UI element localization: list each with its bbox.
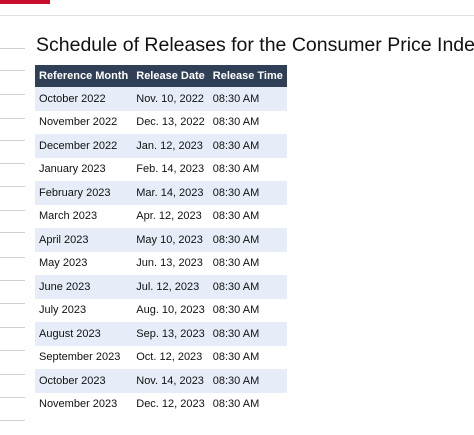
sidebar-item	[0, 118, 25, 119]
table-cell: Nov. 14, 2023	[132, 369, 209, 393]
table-cell: Jul. 12, 2023	[132, 275, 209, 299]
table-cell: July 2023	[39, 304, 87, 317]
table-cell: 08:30 AM	[208, 322, 287, 346]
logo[interactable]	[0, 0, 50, 4]
sidebar-item	[0, 163, 25, 164]
sidebar-item	[0, 232, 25, 233]
table-row: December 2022 Jan. 12, 2023 08:30 AM	[35, 134, 287, 158]
table-cell: Oct. 12, 2023	[136, 351, 203, 364]
table-cell: Jun. 13, 2023	[136, 257, 203, 270]
table-row: October 2022 Nov. 10, 2022 08:30 AM	[35, 87, 287, 111]
table-cell: October 2022	[35, 87, 133, 111]
table-cell: Sep. 13, 2023	[132, 322, 209, 346]
sidebar-item	[0, 210, 25, 211]
header-divider	[0, 15, 474, 16]
sidebar-item	[0, 350, 25, 351]
table-row: March 2023 Apr. 12, 2023 08:30 AM	[35, 205, 287, 229]
table-cell: January 2023	[39, 163, 106, 176]
table-row: November 2022 Dec. 13, 2022 08:30 AM	[35, 111, 287, 135]
table-cell: Dec. 13, 2022	[136, 116, 205, 129]
sidebar-item	[0, 48, 25, 49]
table-cell: May 10, 2023	[132, 228, 209, 252]
sidebar-item	[0, 303, 25, 304]
table-row: May 2023 Jun. 13, 2023 08:30 AM	[35, 252, 287, 276]
table-row: June 2023 Jul. 12, 2023 08:30 AM	[35, 275, 287, 299]
table-cell: 08:30 AM	[208, 275, 287, 299]
table-row: November 2023 Dec. 12, 2023 08:30 AM	[35, 393, 287, 417]
sidebar-item	[0, 374, 25, 375]
table-cell: 08:30 AM	[212, 257, 260, 270]
table-cell: Dec. 12, 2023	[136, 398, 205, 411]
table-cell: Aug. 10, 2023	[136, 304, 205, 317]
column-header: Release Date	[132, 65, 209, 87]
table-cell: Feb. 14, 2023	[136, 163, 205, 176]
table-cell: October 2023	[35, 369, 133, 393]
table-cell: November 2023	[39, 398, 118, 411]
table-cell: Mar. 14, 2023	[132, 181, 209, 205]
table-row: August 2023 Sep. 13, 2023 08:30 AM	[35, 322, 287, 346]
table-cell: 08:30 AM	[208, 134, 287, 158]
table-cell: June 2023	[35, 275, 133, 299]
sidebar-item	[0, 140, 25, 141]
sidebar-item	[0, 186, 25, 187]
table-row: October 2023 Nov. 14, 2023 08:30 AM	[35, 369, 287, 393]
table-cell: December 2022	[35, 134, 133, 158]
table-cell: February 2023	[35, 181, 133, 205]
table-cell: 08:30 AM	[208, 228, 287, 252]
table-cell: Nov. 10, 2022	[132, 87, 209, 111]
table-cell: March 2023	[39, 210, 98, 223]
page-title: Schedule of Releases for the Consumer Pr…	[36, 34, 474, 56]
sidebar-item	[0, 420, 25, 421]
table-cell: 08:30 AM	[212, 351, 260, 364]
sidebar-item	[0, 257, 25, 258]
table-cell: 08:30 AM	[208, 181, 287, 205]
table-row: February 2023 Mar. 14, 2023 08:30 AM	[35, 181, 287, 205]
sidebar-item	[0, 70, 25, 71]
table-cell: August 2023	[35, 322, 133, 346]
sidebar-item	[0, 94, 25, 95]
sidebar-item	[0, 280, 25, 281]
table-row: September 2023 Oct. 12, 2023 08:30 AM	[35, 346, 287, 370]
table-cell: November 2022	[39, 116, 118, 129]
column-header: Release Time	[208, 65, 287, 87]
table-cell: 08:30 AM	[212, 304, 260, 317]
column-header: Reference Month	[35, 65, 133, 87]
table-cell: Apr. 12, 2023	[136, 210, 202, 223]
table-cell: April 2023	[35, 228, 133, 252]
table-cell: 08:30 AM	[208, 369, 287, 393]
table-row: January 2023 Feb. 14, 2023 08:30 AM	[35, 158, 287, 182]
table-cell: 08:30 AM	[208, 87, 287, 111]
table-cell: September 2023	[39, 351, 121, 364]
table-row: July 2023 Aug. 10, 2023 08:30 AM	[35, 299, 287, 323]
table-cell: 08:30 AM	[212, 210, 260, 223]
sidebar-item	[0, 397, 25, 398]
table-cell: 08:30 AM	[212, 398, 260, 411]
release-table: Reference Month Release Date Release Time …	[35, 65, 287, 416]
table-cell: 08:30 AM	[212, 116, 260, 129]
sidebar-item	[0, 327, 25, 328]
table-cell: May 2023	[39, 257, 88, 270]
table-body: October 2022 Nov. 10, 2022 08:30 AM Novembe…	[35, 87, 287, 416]
header-row: Reference Month Release Date Release Time	[35, 65, 287, 87]
table-cell: Jan. 12, 2023	[132, 134, 209, 158]
table-row: April 2023 May 10, 2023 08:30 AM	[35, 228, 287, 252]
table-cell: 08:30 AM	[212, 163, 260, 176]
